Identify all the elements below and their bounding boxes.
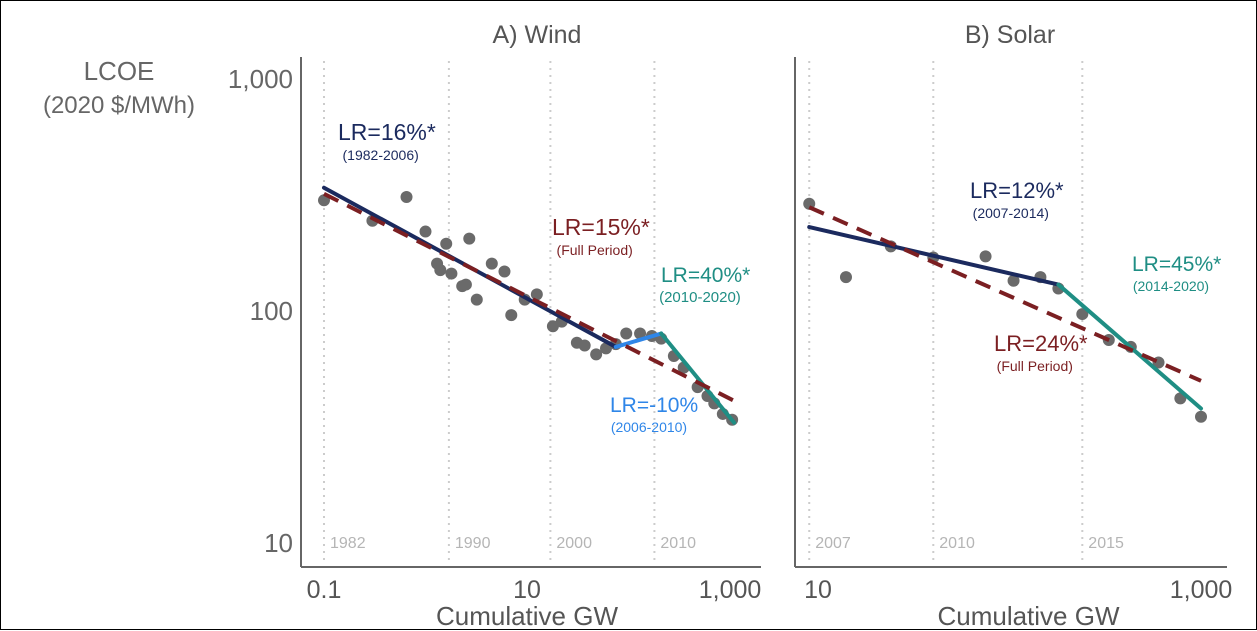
y-axis-title-line1: LCOE: [84, 56, 155, 86]
wind-data-point: [590, 348, 603, 361]
solar-lr-annotation: LR=24%*: [994, 331, 1088, 356]
wind-lr-annotation: LR=40%*: [661, 264, 750, 287]
wind-panel-title: A) Wind: [493, 21, 582, 49]
solar-data-point: [979, 250, 992, 263]
wind-data-point: [498, 265, 511, 278]
wind-data-point: [530, 288, 543, 301]
solar-x-tick-label: 1,000: [1170, 576, 1233, 604]
wind-data-point: [634, 327, 647, 340]
solar-data-point: [1195, 410, 1207, 423]
wind-x-tick-label: 10: [513, 576, 541, 604]
wind-data-point: [459, 278, 472, 291]
wind-year-label: 2000: [556, 535, 592, 552]
wind-year-label: 1982: [330, 535, 366, 552]
solar-panel-title: B) Solar: [965, 21, 1055, 49]
solar-lr-annotation: LR=45%*: [1132, 253, 1221, 276]
wind-data-point: [546, 320, 559, 333]
solar-data-point: [839, 271, 852, 284]
wind-data-point: [440, 237, 453, 250]
wind-fit-line-2010-2020: [659, 331, 737, 425]
solar-year-label: 2007: [815, 535, 851, 552]
wind-year-label: 2010: [660, 535, 696, 552]
solar-lr-period-label: (Full Period): [997, 358, 1073, 374]
solar-data-point: [1076, 308, 1089, 321]
wind-lr-period-label: (2006-2010): [611, 419, 687, 435]
y-tick-label: 1,000: [228, 64, 293, 94]
solar-data-point: [1007, 274, 1020, 287]
wind-x-tick-label: 0.1: [307, 576, 342, 604]
solar-fit-line-2014-2020: [1056, 282, 1203, 411]
wind-fit-line-2006-2010: [613, 331, 664, 349]
wind-data-point: [578, 339, 591, 352]
solar-lr-period-label: (2014-2020): [1133, 278, 1209, 294]
wind-data-point: [434, 264, 447, 277]
y-tick-label: 100: [250, 296, 293, 326]
wind-data-point: [400, 191, 413, 204]
wind-lr-annotation: LR=15%*: [552, 214, 650, 240]
wind-data-point: [445, 267, 458, 280]
solar-fit-line-2007-2014: [807, 225, 1061, 287]
wind-data-point: [419, 225, 432, 238]
wind-lr-period-label: (Full Period): [557, 242, 633, 258]
wind-data-point: [620, 327, 633, 340]
solar-x-axis-title: Cumulative GW: [937, 601, 1119, 631]
wind-lr-period-label: (1982-2006): [343, 147, 419, 163]
solar-lr-period-label: (2007-2014): [973, 205, 1049, 221]
solar-fit-line-full-period: [808, 205, 1202, 383]
solar-year-label: 2010: [939, 535, 975, 552]
wind-x-tick-label: 1,000: [699, 576, 762, 604]
y-tick-label: 10: [264, 528, 293, 558]
solar-x-tick-label: 10: [804, 576, 832, 604]
y-axis-title-line2: (2020 $/MWh): [43, 92, 195, 119]
wind-data-point: [485, 257, 498, 270]
wind-data-point: [505, 309, 518, 322]
wind-year-label: 1990: [455, 535, 491, 552]
wind-lr-period-label: (2010-2020): [659, 289, 741, 306]
solar-year-label: 2015: [1088, 535, 1124, 552]
wind-data-point: [463, 232, 476, 245]
wind-data-point: [470, 293, 483, 306]
wind-x-axis-title: Cumulative GW: [436, 601, 618, 631]
wind-lr-annotation: LR=-10%: [610, 394, 698, 417]
wind-lr-annotation: LR=16%*: [338, 119, 436, 145]
solar-lr-annotation: LR=12%*: [970, 178, 1064, 203]
